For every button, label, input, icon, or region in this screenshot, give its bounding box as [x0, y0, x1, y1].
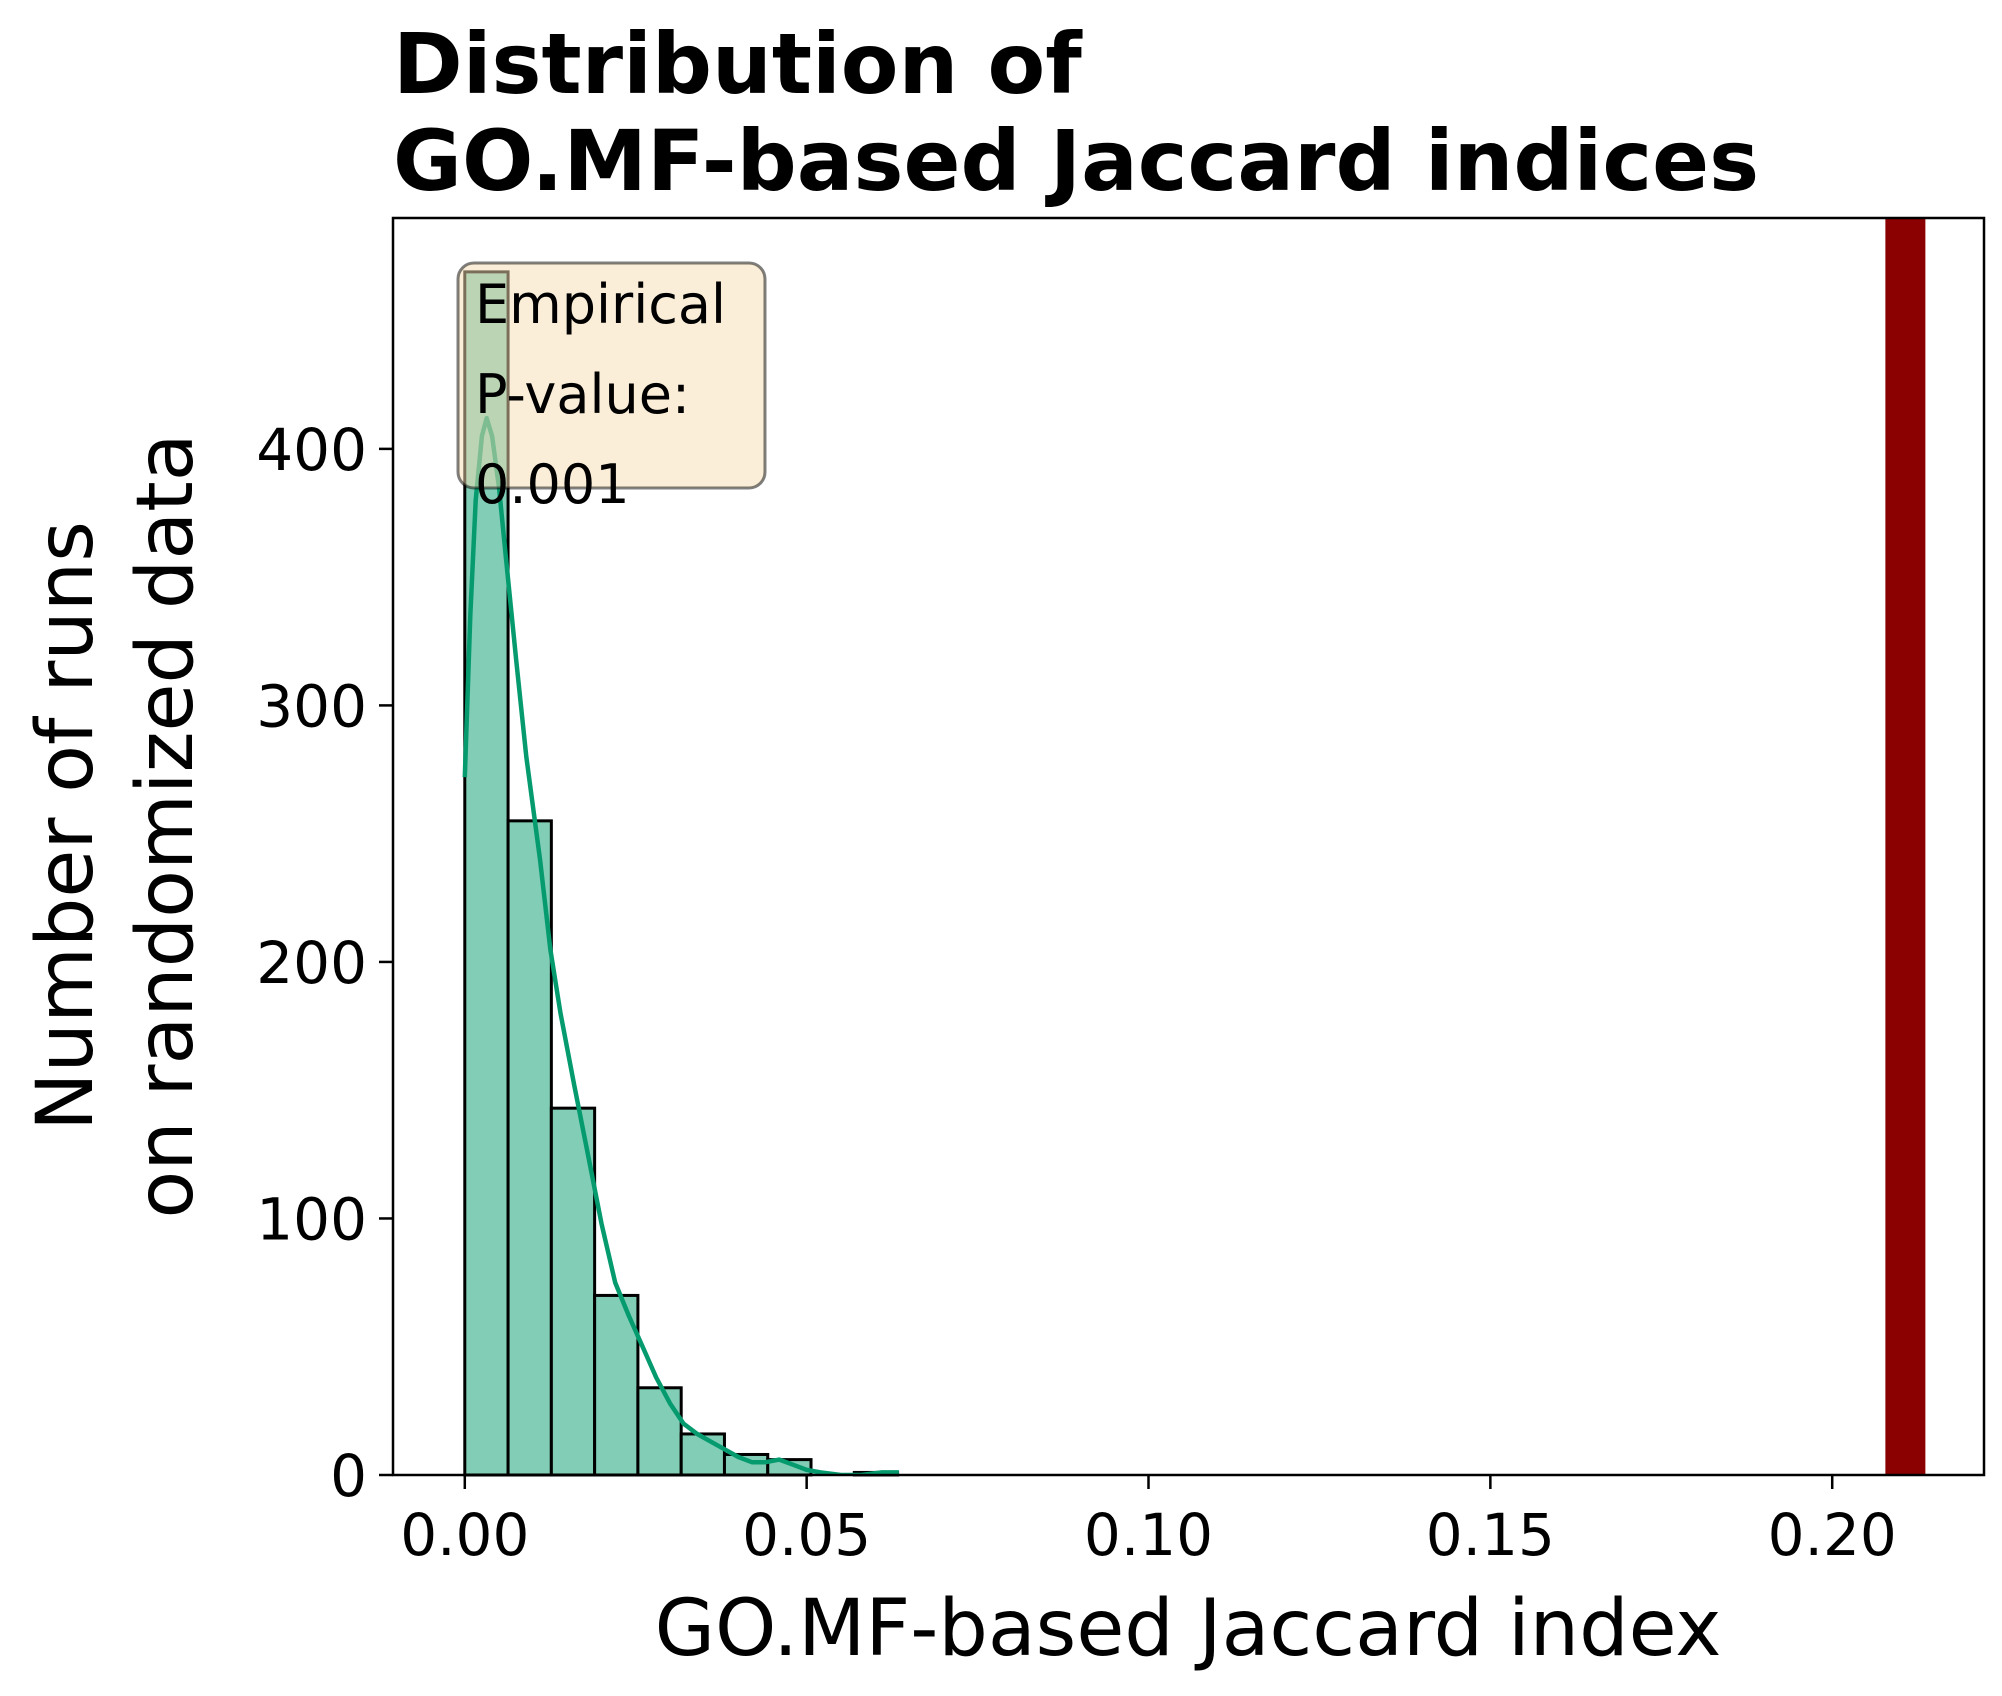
annotation-line-3: 0.001 [475, 453, 630, 516]
annotation-line-2: P-value: [475, 363, 690, 426]
annotation-line-1: Empirical [475, 273, 726, 336]
histogram-bar [679, 1432, 726, 1477]
x-tick-label: 0.00 [400, 1501, 529, 1569]
x-axis-label: GO.MF-based Jaccard index [655, 1584, 1722, 1674]
x-tick-label: 0.20 [1768, 1501, 1897, 1569]
x-tick-label: 0.15 [1426, 1501, 1555, 1569]
y-tick-label: 200 [256, 929, 367, 997]
chart-title-line-2: GO.MF-based Jaccard indices [393, 112, 1759, 210]
annotation-layer: Empirical P-value: 0.001 [456, 261, 767, 516]
p-value-annotation-box [456, 261, 767, 490]
x-tick-label: 0.10 [1084, 1501, 1213, 1569]
y-axis-ticks: 0 100 200 300 400 [256, 416, 393, 1510]
y-axis-label-line-1: Number of runs [21, 521, 111, 1131]
plot-frame [391, 216, 1986, 1477]
y-axis-label-line-2: on randomized data [121, 433, 211, 1218]
x-axis-ticks: 0.00 0.05 0.10 0.15 0.20 [400, 1475, 1897, 1569]
x-tick-label: 0.05 [742, 1501, 871, 1569]
y-tick-label: 400 [256, 416, 367, 484]
histogram-bar [722, 1452, 770, 1477]
y-tick-label: 300 [256, 672, 367, 740]
histogram-bar [636, 1386, 683, 1477]
chart-title-line-1: Distribution of [393, 15, 1083, 113]
y-tick-label: 0 [330, 1442, 367, 1510]
y-tick-label: 100 [256, 1185, 367, 1253]
